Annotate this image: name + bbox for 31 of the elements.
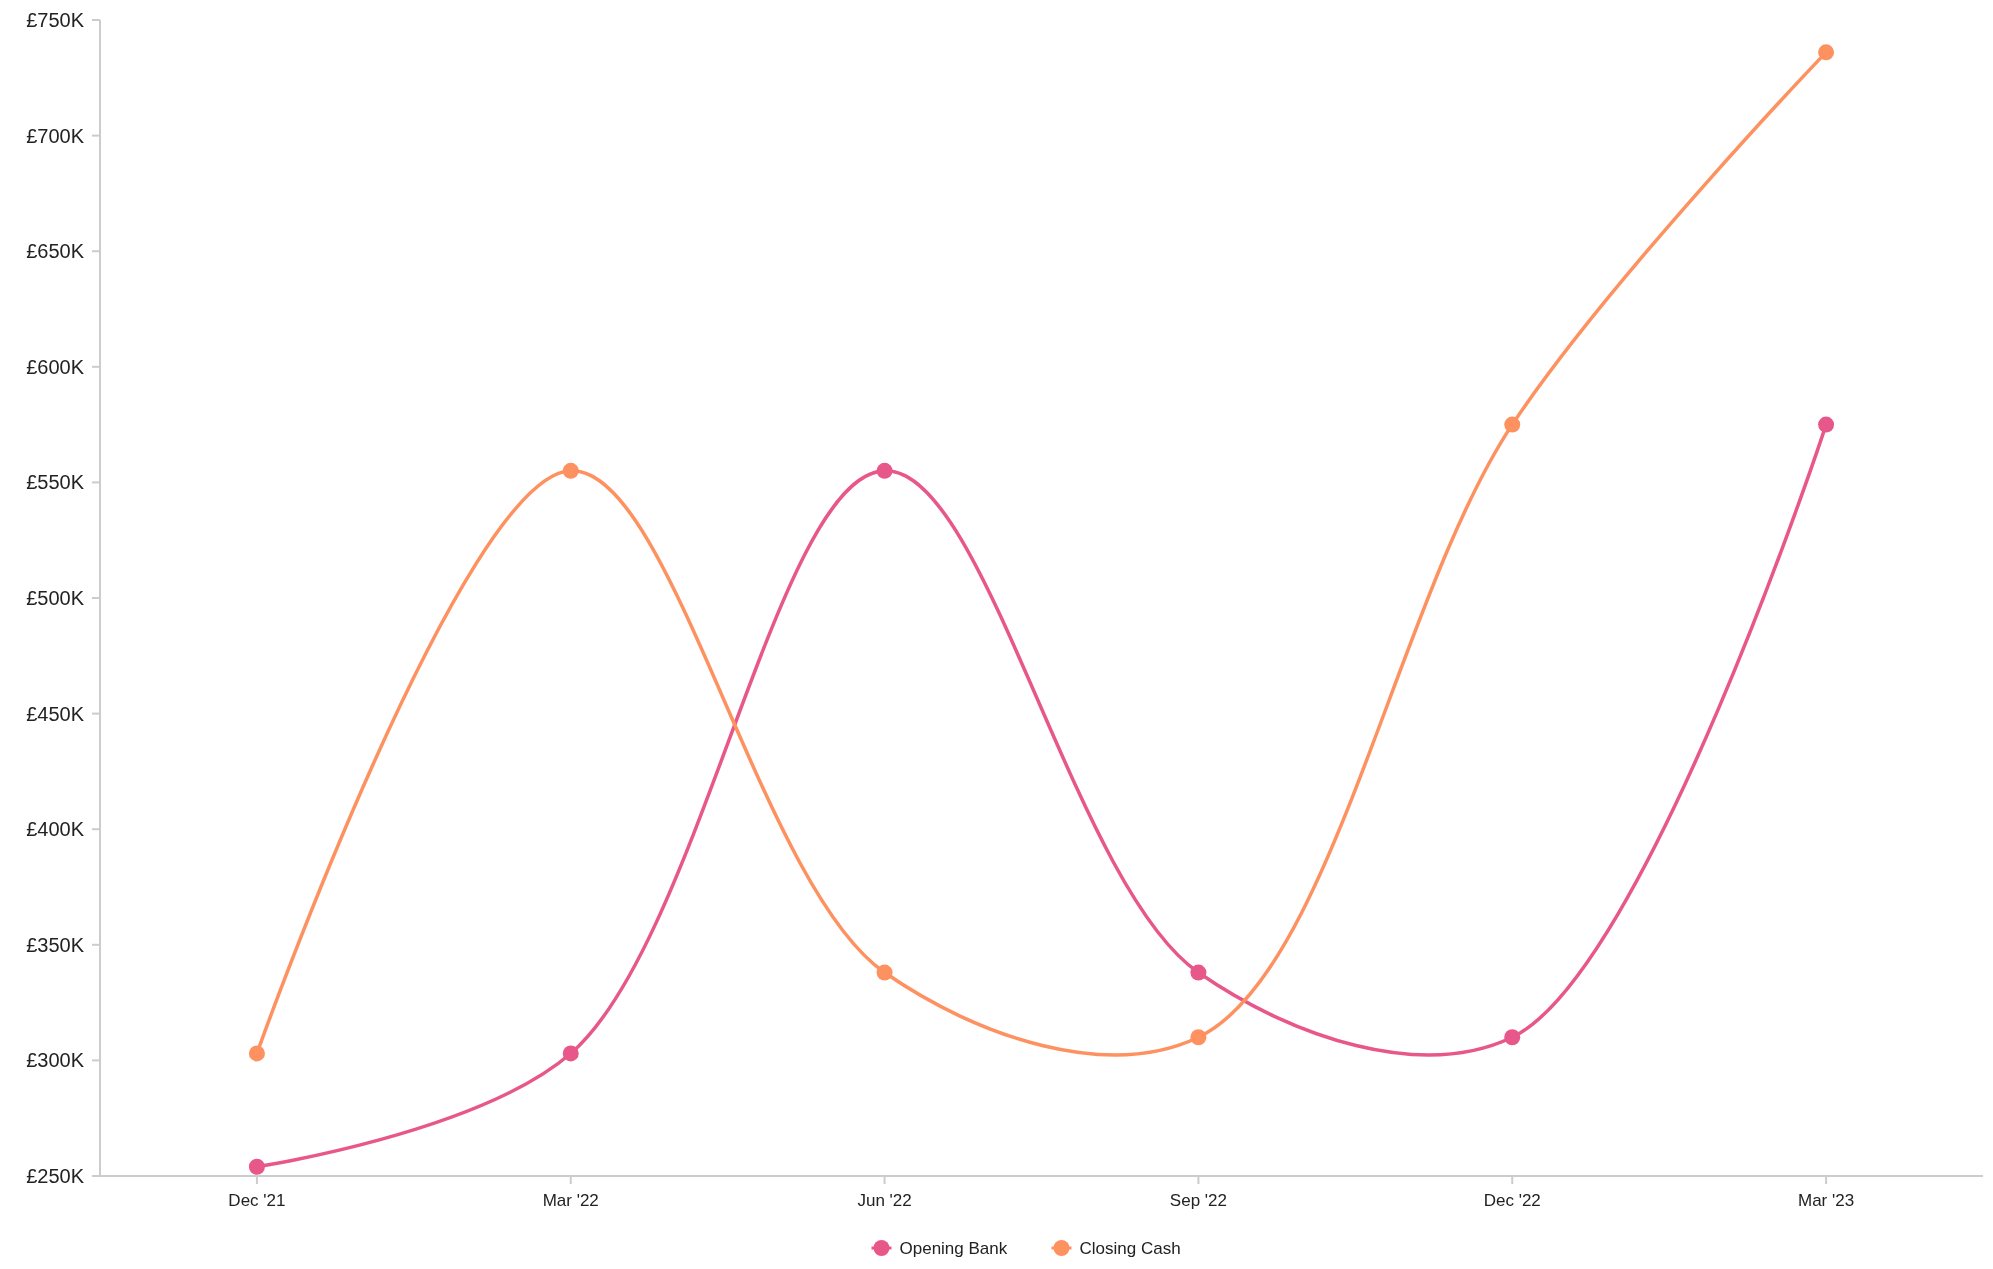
y-tick-label: £550K	[26, 471, 85, 494]
point	[562, 1045, 579, 1062]
y-tick-label: £750K	[26, 9, 85, 31]
y-tick-label: £350K	[26, 933, 85, 956]
y-tick-label: £250K	[26, 1165, 85, 1187]
y-tick-label: £450K	[26, 702, 85, 725]
point	[1818, 416, 1835, 433]
point	[248, 1045, 265, 1062]
point	[1190, 964, 1207, 981]
y-tick-label: £400K	[26, 818, 85, 841]
y-tick-label: £500K	[26, 587, 85, 609]
y-tick-label: £600K	[26, 355, 85, 378]
x-tick-label: Sep '22	[1169, 1191, 1227, 1210]
point	[248, 1158, 265, 1175]
point	[1818, 44, 1835, 61]
legend-label: Opening Bank	[899, 1239, 1008, 1258]
legend-label: Closing Cash	[1079, 1239, 1181, 1258]
x-tick-label: Dec '22	[1483, 1191, 1541, 1210]
y-tick-label: £650K	[26, 240, 85, 263]
x-tick-label: Jun '22	[857, 1191, 912, 1210]
point	[876, 462, 893, 479]
point	[1504, 1029, 1521, 1046]
x-tick-label: Mar '22	[542, 1191, 599, 1210]
point	[1504, 416, 1521, 433]
point	[1190, 1029, 1207, 1046]
point	[876, 964, 893, 981]
y-tick-label: £300K	[26, 1049, 85, 1072]
point	[562, 462, 579, 479]
x-tick-label: Mar '23	[1798, 1191, 1855, 1210]
x-tick-label: Dec '21	[228, 1191, 286, 1210]
y-tick-label: £700K	[26, 124, 85, 147]
